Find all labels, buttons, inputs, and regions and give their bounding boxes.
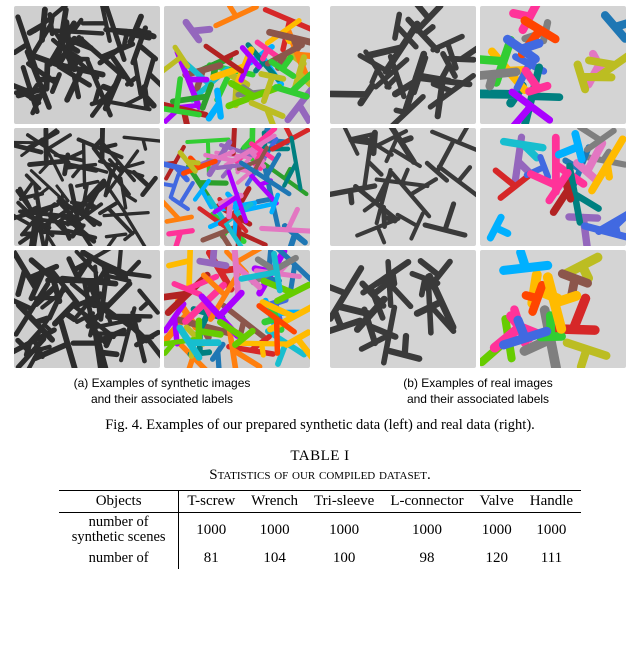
col-wrench: Wrench	[243, 491, 306, 513]
figure-col-b: (b) Examples of real imagesand their ass…	[330, 6, 626, 407]
col-objects: Objects	[59, 491, 179, 513]
fig-b-row-3	[330, 250, 626, 368]
cell: 98	[382, 548, 471, 569]
cell: 111	[522, 548, 581, 569]
cell: 1000	[179, 513, 243, 548]
table-1: TABLE I Statistics of our compiled datas…	[10, 448, 630, 568]
cell: 100	[306, 548, 382, 569]
cell: 1000	[306, 513, 382, 548]
cell: 1000	[382, 513, 471, 548]
col-handle: Handle	[522, 491, 581, 513]
thumb-b2-labels	[480, 128, 626, 246]
fig-b-row-2	[330, 128, 626, 246]
thumb-a1-gray	[14, 6, 160, 124]
cell: 120	[472, 548, 522, 569]
cell: 81	[179, 548, 243, 569]
fig-b-row-1	[330, 6, 626, 124]
thumb-a3-labels	[164, 250, 310, 368]
cell: 104	[243, 548, 306, 569]
col-trisleeve: Tri-sleeve	[306, 491, 382, 513]
thumb-a2-labels	[164, 128, 310, 246]
col-tscrew: T-screw	[179, 491, 243, 513]
col-lconnector: L-connector	[382, 491, 471, 513]
figure-image-grid: (a) Examples of synthetic imagesand thei…	[10, 6, 630, 407]
figure-4: (a) Examples of synthetic imagesand thei…	[10, 6, 630, 434]
sub-caption-a: (a) Examples of synthetic imagesand thei…	[74, 376, 251, 407]
figure-col-a: (a) Examples of synthetic imagesand thei…	[14, 6, 310, 407]
cell: 1000	[243, 513, 306, 548]
row1-label: number of synthetic scenes	[59, 513, 179, 548]
fig-a-row-3	[14, 250, 310, 368]
figure-caption: Fig. 4. Examples of our prepared synthet…	[10, 417, 630, 434]
sub-caption-b: (b) Examples of real imagesand their ass…	[403, 376, 552, 407]
row2-label: number of	[59, 548, 179, 569]
table-label: TABLE I	[10, 448, 630, 465]
row2-label-line1: number of	[89, 550, 149, 566]
table-row: number of synthetic scenes 1000 1000 100…	[59, 513, 581, 548]
table-title: Statistics of our compiled dataset.	[10, 467, 630, 484]
stats-table: Objects T-screw Wrench Tri-sleeve L-conn…	[59, 490, 581, 568]
thumb-b2-gray	[330, 128, 476, 246]
table-row: number of 81 104 100 98 120 111	[59, 548, 581, 569]
thumb-b1-labels	[480, 6, 626, 124]
thumb-a3-gray	[14, 250, 160, 368]
thumb-b3-labels	[480, 250, 626, 368]
cell: 1000	[522, 513, 581, 548]
cell: 1000	[472, 513, 522, 548]
thumb-b1-gray	[330, 6, 476, 124]
col-valve: Valve	[472, 491, 522, 513]
fig-a-row-1	[14, 6, 310, 124]
fig-a-row-2	[14, 128, 310, 246]
thumb-a1-labels	[164, 6, 310, 124]
row1-label-line2: synthetic scenes	[72, 529, 166, 545]
row1-label-line1: number of	[89, 514, 149, 530]
table-header-row: Objects T-screw Wrench Tri-sleeve L-conn…	[59, 491, 581, 513]
thumb-b3-gray	[330, 250, 476, 368]
thumb-a2-gray	[14, 128, 160, 246]
